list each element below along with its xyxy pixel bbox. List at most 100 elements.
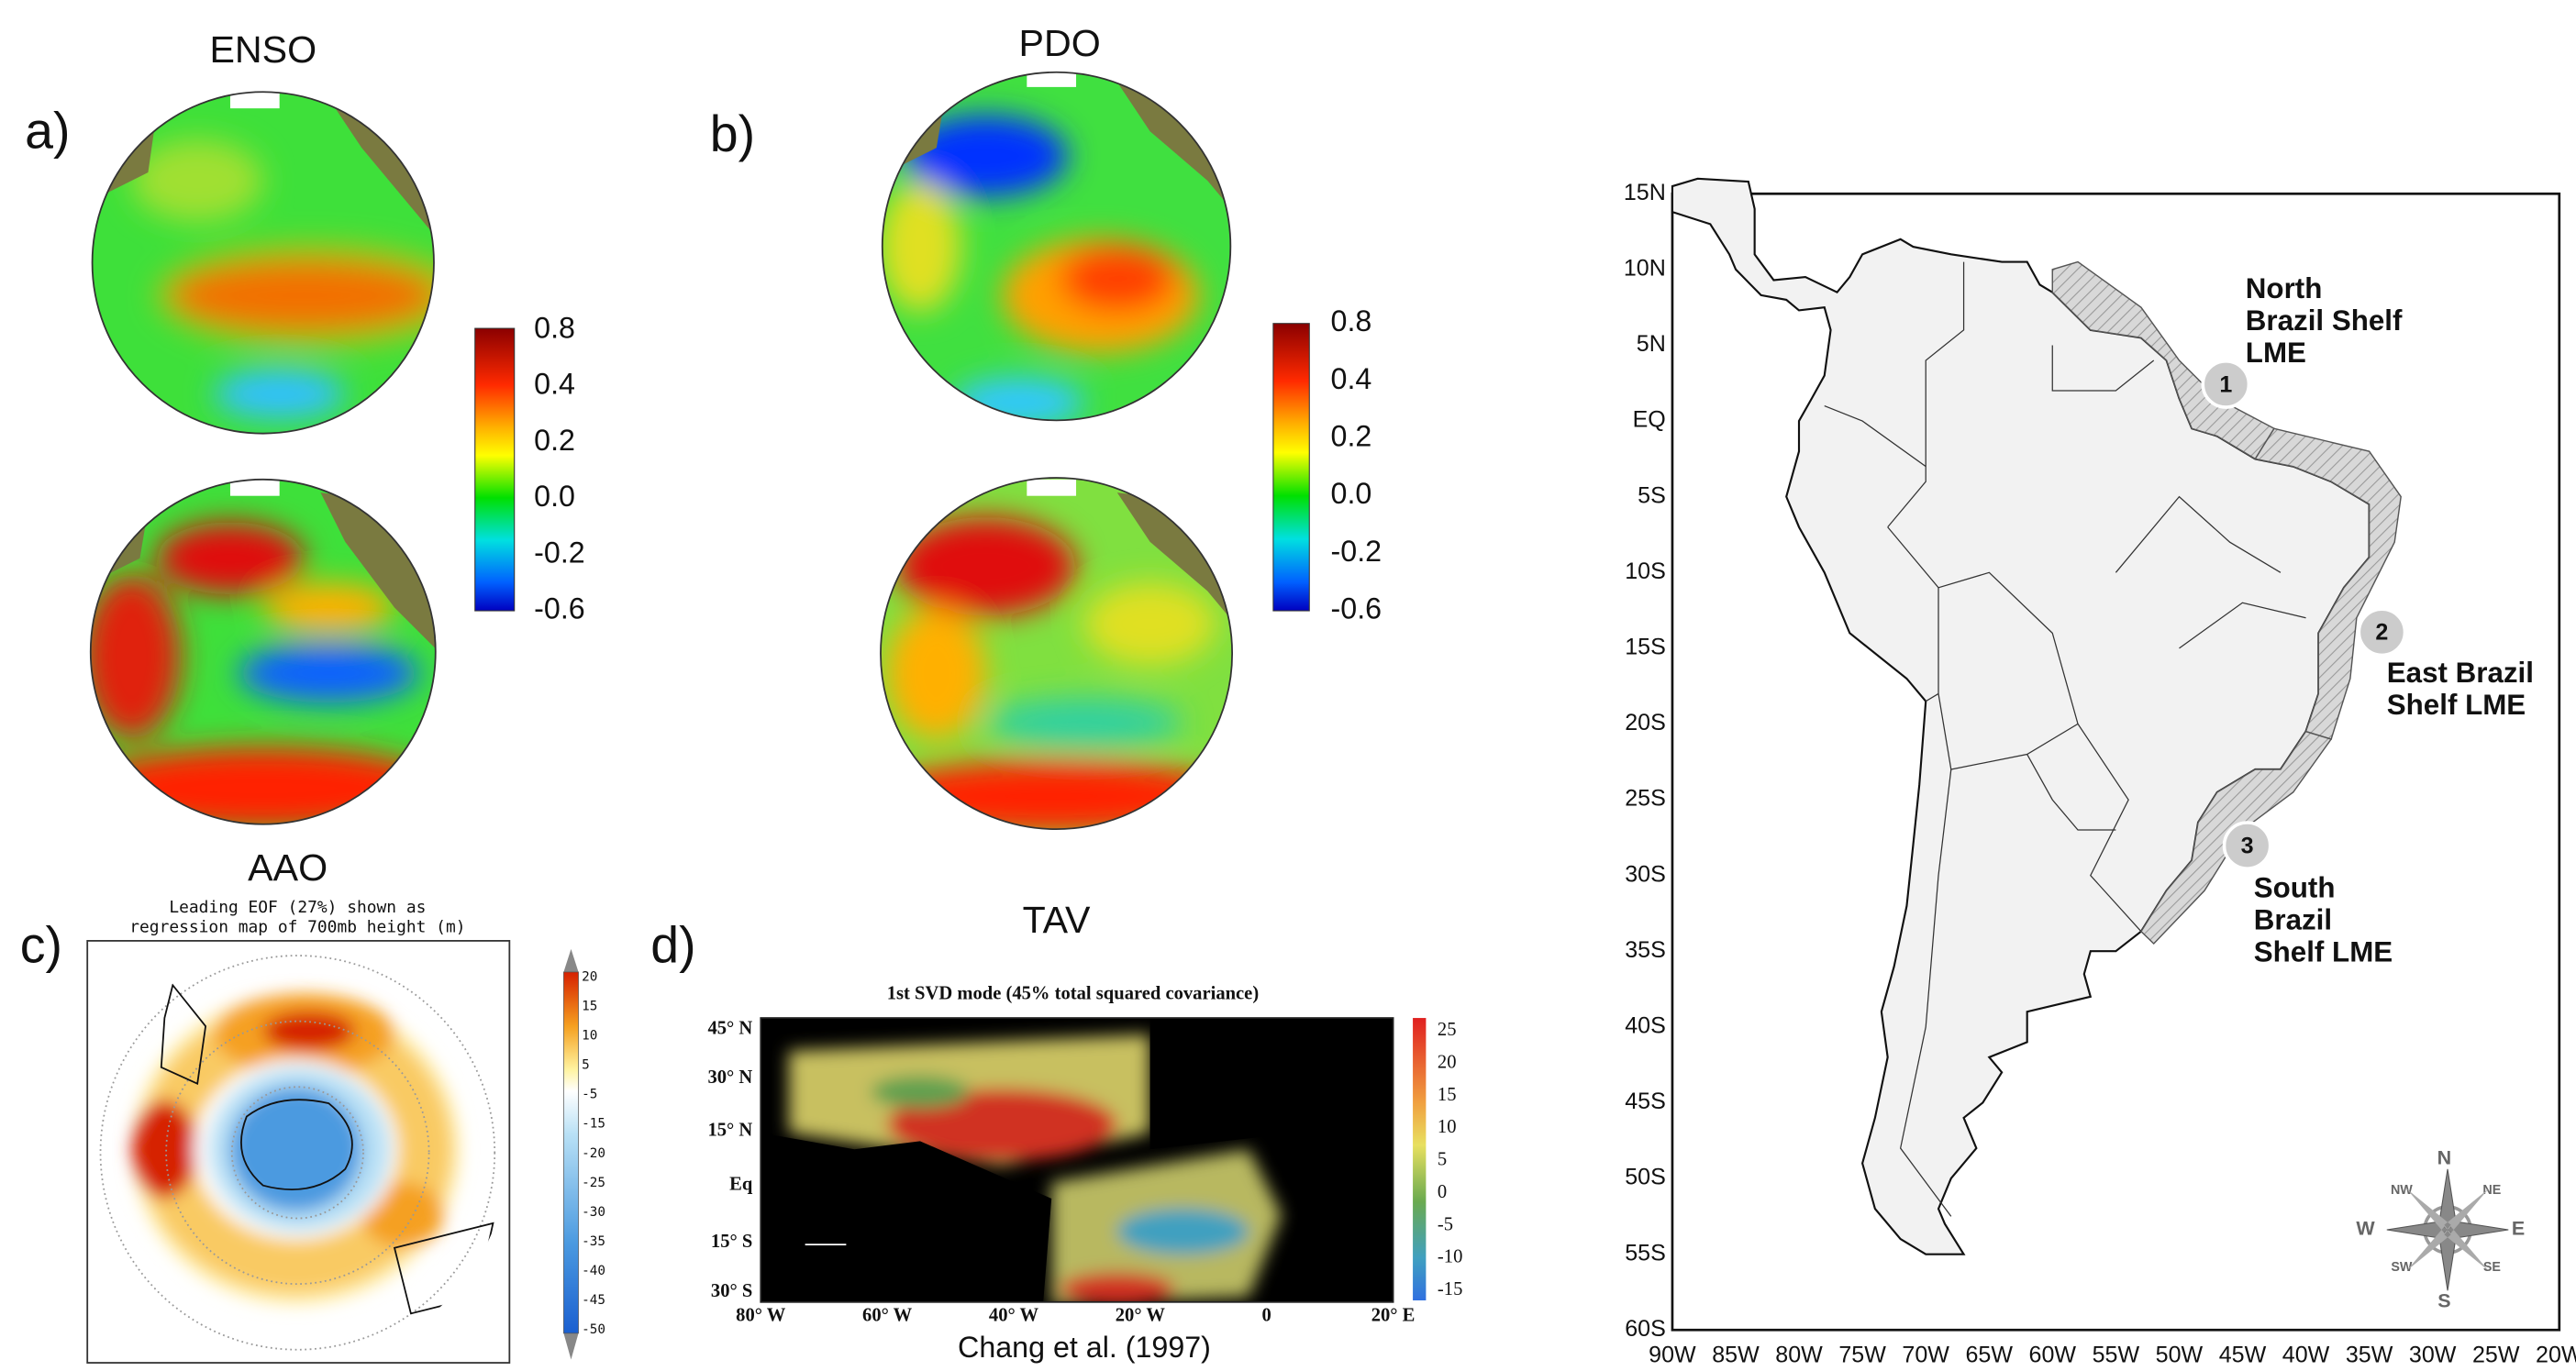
colorbar-label: -15	[1438, 1279, 1462, 1299]
compass-label: SE	[2483, 1260, 2501, 1275]
x-tick-label: 80° W	[736, 1306, 786, 1326]
compass-label: W	[2356, 1218, 2375, 1240]
region-name: Shelf LME	[2387, 689, 2526, 721]
colorbar-label: 0.4	[534, 368, 575, 401]
lon-label: 80W	[1775, 1343, 1823, 1368]
colorbar-label: 0.2	[534, 424, 575, 457]
lon-label: 70W	[1902, 1343, 1949, 1368]
colorbar-label: 0.8	[534, 311, 575, 344]
colorbar	[474, 327, 516, 612]
globe-outline	[89, 478, 437, 825]
lon-label: 75W	[1838, 1343, 1886, 1368]
compass-label: S	[2437, 1289, 2450, 1311]
colorbar-label: -0.6	[534, 592, 585, 625]
colorbar	[1413, 1018, 1427, 1301]
axis-labels: 45° N 30° N 15° N Eq 15° S 30° S 80° W 60° W 40°…	[707, 1018, 1415, 1325]
lon-label: 35W	[2346, 1343, 2393, 1368]
map-labels: 15N 10N 5N EQ 5S 10S 15S 20S 25S 30S 35S 40S 45S 50S 5…	[1624, 180, 2576, 1368]
colorbar-label: -5	[1438, 1214, 1453, 1234]
compass	[2386, 1168, 2509, 1291]
colorbar-label: 0.4	[1331, 362, 1372, 395]
y-tick-label: 30° N	[707, 1067, 752, 1088]
colorbar-label: 0.0	[534, 480, 575, 513]
south-america-map	[1671, 177, 2402, 1255]
compass-label: E	[2512, 1218, 2525, 1240]
colorbar-labels: 0.8 0.4 0.2 0.0 -0.2 -0.6	[1331, 304, 1382, 625]
lon-label: 25W	[2472, 1343, 2520, 1368]
colorbar-labels: 25 20 15 10 5 0 -5 -10 -15	[1438, 1020, 1462, 1299]
globe-map	[92, 92, 434, 434]
colorbar-label: -10	[1438, 1247, 1462, 1267]
colorbar	[563, 971, 579, 1334]
lat-label: 20S	[1625, 710, 1666, 735]
y-tick-label: 45° N	[707, 1018, 752, 1038]
polar-map	[99, 955, 496, 1351]
border	[1899, 768, 1952, 1217]
colorbar-label: 15	[1438, 1085, 1457, 1105]
lat-label: 5N	[1637, 331, 1666, 357]
region-name: Shelf LME	[2254, 936, 2393, 968]
subtitle: regression map of 700mb height (m)	[129, 918, 465, 937]
region-marker	[2201, 359, 2251, 409]
land	[1671, 177, 2371, 1255]
lat-label: 40S	[1625, 1012, 1666, 1038]
lon-label: 30W	[2409, 1343, 2457, 1368]
lon-label: 50W	[2156, 1343, 2204, 1368]
lon-label: 20W	[2536, 1343, 2576, 1368]
x-tick-label: 40° W	[989, 1306, 1039, 1326]
region-name: Brazil	[2254, 904, 2332, 936]
region-number: 3	[2241, 833, 2254, 858]
y-tick-label: 30° S	[711, 1281, 752, 1301]
globe-outline	[91, 91, 435, 435]
region-marker	[2357, 607, 2407, 658]
colorbar-labels: 0.8 0.4 0.2 0.0 -0.2 -0.6	[534, 311, 585, 625]
region-name: North	[2246, 272, 2323, 304]
panel-label: b)	[710, 105, 755, 162]
compass-label: NW	[2391, 1183, 2413, 1198]
border	[1887, 261, 1965, 528]
lon-label: 85W	[1712, 1343, 1760, 1368]
lat-label: 15S	[1625, 634, 1666, 659]
colorbar-label: -30	[582, 1205, 605, 1220]
border	[2051, 345, 2155, 392]
panel-title: AAO	[248, 846, 328, 889]
colorbar-label: -25	[582, 1176, 605, 1190]
panel-title: PDO	[1019, 22, 1101, 64]
y-tick-label: Eq	[729, 1174, 753, 1194]
colorbar-label: 25	[1438, 1020, 1457, 1040]
lon-label: 65W	[1965, 1343, 2013, 1368]
globe-outline	[881, 71, 1232, 422]
compass-label: N	[2437, 1147, 2452, 1169]
lat-label: 35S	[1625, 937, 1666, 963]
lat-label: 5S	[1638, 482, 1666, 508]
lat-label: 15N	[1624, 180, 1666, 205]
compass-label: NE	[2482, 1183, 2501, 1198]
lat-label: 55S	[1625, 1240, 1666, 1266]
colorbar-label: 15	[582, 999, 597, 1013]
region-marker	[2222, 821, 2272, 870]
border	[1925, 692, 1939, 702]
colorbar-label: -0.2	[534, 536, 585, 569]
lon-label: 60W	[2029, 1343, 2077, 1368]
x-tick-label: 20° E	[1371, 1306, 1416, 1326]
plot-frame	[760, 1017, 1394, 1303]
lat-label: EQ	[1633, 407, 1666, 433]
panel-label: d)	[650, 917, 695, 974]
panel-label: c)	[20, 917, 62, 974]
compass-label: SW	[2391, 1260, 2413, 1275]
source: Chang et al. (1997)	[958, 1331, 1211, 1364]
colorbar-label: -15	[582, 1117, 605, 1132]
border	[2115, 495, 2282, 573]
colorbar-label: 20	[582, 969, 597, 984]
border	[2179, 602, 2306, 649]
lat-label: 10N	[1624, 255, 1666, 281]
colorbar-label: 0	[1438, 1182, 1447, 1202]
colorbar-label: -50	[582, 1322, 605, 1337]
lat-label: 45S	[1625, 1089, 1666, 1114]
colorbar-label: 0.8	[1331, 304, 1372, 337]
colorbar-label: 5	[1438, 1150, 1447, 1170]
region-name: Brazil Shelf	[2246, 304, 2403, 337]
colorbar-label: 10	[1438, 1117, 1457, 1137]
colorbar-label: -0.2	[1331, 535, 1382, 568]
